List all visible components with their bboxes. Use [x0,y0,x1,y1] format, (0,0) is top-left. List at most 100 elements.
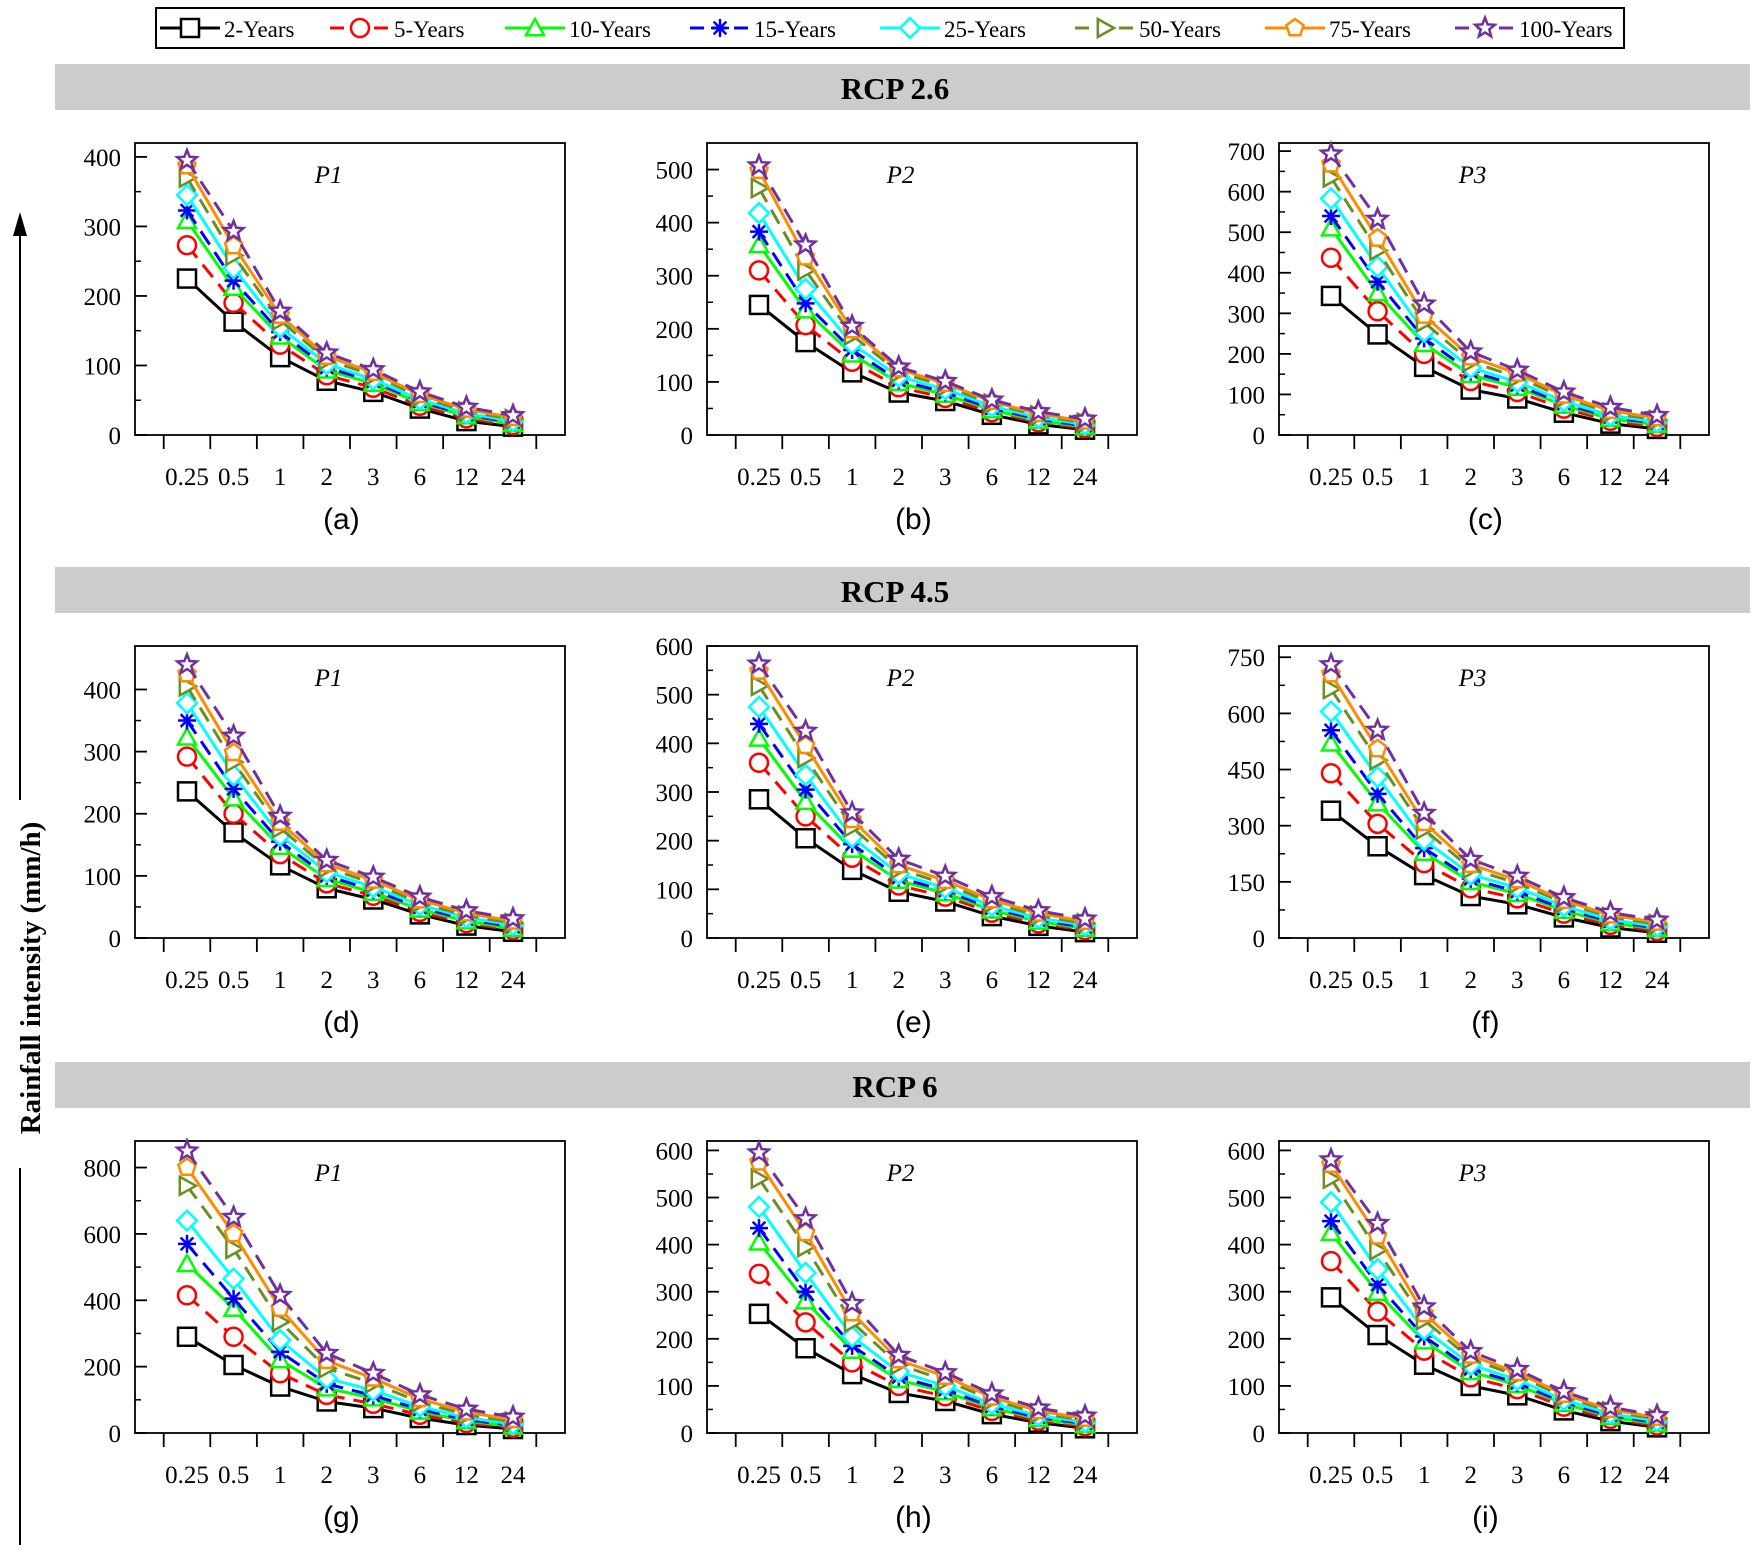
data-point [793,763,818,787]
y-tick-label: 0 [681,1421,694,1448]
x-tick-label: 3 [367,967,380,994]
data-point [223,311,244,332]
y-tick-label: 400 [656,1233,694,1260]
section-band-rcp6 [55,1062,1750,1108]
x-tick-label: 2 [892,1462,905,1489]
data-point [1597,393,1624,419]
data-point [1367,836,1388,857]
series-line [1329,1220,1658,1425]
y-tick-label: 200 [84,1355,122,1382]
legend-label: 5-Years [394,17,465,42]
y-tick-label: 400 [1228,1233,1266,1260]
data-point [1319,699,1343,724]
legend-marker-asterisk [711,19,729,37]
panel-title: P1 [314,665,343,692]
panel-title: P3 [1458,162,1487,189]
x-tick-label: 3 [1511,1462,1524,1489]
x-tick-label: 12 [1598,967,1623,994]
data-point [223,1223,244,1243]
x-tick-label: 24 [1645,967,1671,994]
series-line [185,1166,514,1422]
data-point [792,717,819,743]
data-point [453,1395,480,1421]
series-100-years [1317,140,1671,427]
data-point [795,331,816,353]
series-line [757,685,1086,925]
data-point [746,1138,772,1164]
y-tick-label: 400 [1228,261,1266,288]
series-100-years [746,1138,1099,1428]
legend-entry-5-years: 5-Years [330,17,465,42]
x-tick-label: 2 [320,967,333,994]
legend-entry-75-years: 75-Years [1265,17,1411,42]
section-title-rcp26: RCP 2.6 [841,71,950,106]
series-line [757,1151,1086,1418]
x-tick-label: 0.5 [790,464,821,491]
data-point [176,1326,198,1348]
legend-marker-star [1471,14,1499,40]
y-tick-label: 600 [656,634,694,661]
data-point [750,674,771,698]
data-point [223,803,244,824]
data-point [1319,1190,1343,1214]
x-tick-label: 1 [274,1462,287,1489]
x-tick-label: 1 [274,464,287,491]
x-tick-label: 0.25 [165,967,209,994]
series-100-years [173,650,527,930]
data-point [1504,1355,1531,1381]
data-point [220,1203,247,1229]
legend-entry-15-years: 15-Years [690,17,836,42]
y-tick-label: 100 [1228,382,1266,409]
x-tick-label: 1 [1418,967,1431,994]
x-tick-label: 12 [1598,1462,1623,1489]
data-point [1364,1209,1391,1235]
data-point [1457,338,1484,363]
data-point [360,863,387,889]
data-point [747,726,771,747]
x-tick-label: 6 [414,967,427,994]
data-point [1367,227,1388,247]
series-line [757,723,1086,929]
series-line [185,177,514,421]
x-tick-label: 1 [846,464,859,491]
legend-entry-25-years: 25-Years [880,16,1026,42]
data-point [178,1174,199,1197]
data-point [176,268,198,289]
y-tick-label: 100 [656,1374,694,1401]
x-tick-label: 24 [1645,464,1671,491]
x-tick-label: 6 [1558,464,1571,491]
x-tick-label: 1 [1418,1462,1431,1489]
y-tick-label: 300 [656,264,694,291]
data-point [1643,401,1671,427]
x-tick-label: 12 [454,464,479,491]
x-tick-label: 0.5 [218,1462,249,1489]
x-tick-label: 0.5 [1362,464,1393,491]
data-point [750,1219,768,1238]
data-point [795,1337,816,1359]
data-point [748,1303,770,1325]
data-point [747,1195,771,1219]
y-axis-label: Rainfall intensity (mm/h) [15,822,47,1135]
series-line [185,685,514,925]
x-tick-label: 3 [367,1462,380,1489]
x-tick-label: 24 [1073,464,1099,491]
x-tick-label: 0.25 [1309,967,1353,994]
y-tick-label: 600 [656,1138,694,1165]
data-point [1322,677,1343,701]
data-point [222,1296,245,1318]
panel-title: P1 [314,1160,343,1187]
y-tick-label: 0 [681,926,694,953]
section-title-rcp6: RCP 6 [852,1069,937,1104]
y-tick-label: 300 [1228,1280,1266,1307]
data-point [1025,1394,1052,1420]
panel-label: (a) [323,503,360,536]
data-point [747,1230,771,1251]
series-100-years [1317,650,1671,932]
data-point [1319,1221,1343,1242]
plot-frame [706,1140,1138,1434]
